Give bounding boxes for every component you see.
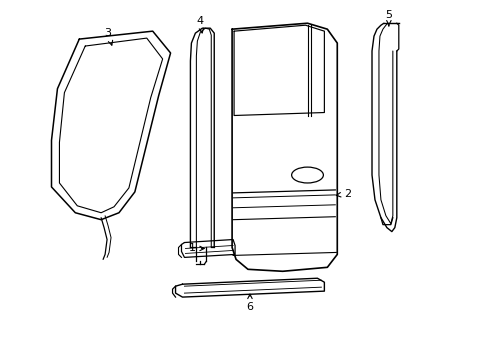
Text: 6: 6 bbox=[246, 294, 253, 312]
Text: 3: 3 bbox=[104, 28, 112, 45]
Text: 5: 5 bbox=[385, 10, 391, 26]
Text: 1: 1 bbox=[188, 243, 204, 253]
Text: 2: 2 bbox=[336, 189, 350, 199]
Text: 4: 4 bbox=[196, 16, 203, 33]
